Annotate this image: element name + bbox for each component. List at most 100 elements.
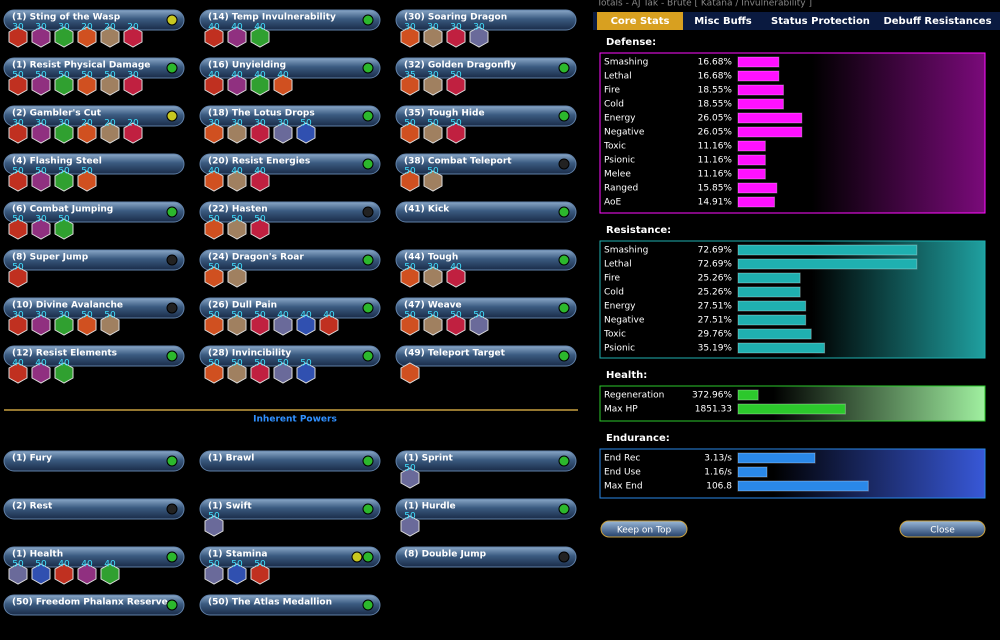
power-slot[interactable] bbox=[3, 9, 185, 31]
power-name: (1) Brawl bbox=[208, 454, 254, 464]
power-slot[interactable] bbox=[199, 498, 381, 520]
tab[interactable]: Status Protection bbox=[771, 16, 870, 27]
stat-label: Max End bbox=[604, 482, 643, 492]
power-slot[interactable] bbox=[199, 450, 381, 472]
power-slot[interactable] bbox=[395, 153, 577, 175]
power-slot[interactable] bbox=[395, 498, 577, 520]
power-slot[interactable] bbox=[199, 594, 381, 616]
power-name: (20) Resist Energies bbox=[208, 157, 310, 167]
power-slot[interactable] bbox=[199, 9, 381, 31]
power-slot[interactable] bbox=[3, 594, 185, 616]
stat-value: 27.51% bbox=[698, 302, 733, 312]
power-slot[interactable] bbox=[3, 105, 185, 127]
power-slot[interactable] bbox=[199, 153, 381, 175]
power-slot[interactable] bbox=[199, 345, 381, 367]
power-slot[interactable] bbox=[3, 450, 185, 472]
enhancement-icon bbox=[8, 362, 28, 384]
button[interactable] bbox=[600, 520, 688, 538]
enhancement-icon bbox=[204, 266, 224, 288]
enhancement-icon bbox=[204, 26, 224, 48]
enhancement-level: 50 bbox=[231, 215, 243, 225]
power-slot[interactable] bbox=[199, 249, 381, 271]
stat-label: Smashing bbox=[604, 246, 648, 256]
power-slot[interactable] bbox=[395, 297, 577, 319]
power-slot[interactable] bbox=[3, 249, 185, 271]
enhancement-icon bbox=[100, 74, 120, 96]
tab[interactable]: Core Stats bbox=[611, 16, 670, 27]
enhancement-icon bbox=[446, 26, 466, 48]
button-label[interactable]: Keep on Top bbox=[617, 526, 672, 536]
stat-bar bbox=[737, 182, 778, 194]
power-slot[interactable] bbox=[199, 297, 381, 319]
enhancement-icon bbox=[204, 362, 224, 384]
status-dot bbox=[362, 599, 374, 611]
enhancement-level: 30 bbox=[254, 119, 266, 129]
stat-label: Regeneration bbox=[604, 391, 664, 401]
power-name: (50) Freedom Phalanx Reserve bbox=[12, 598, 168, 608]
power-slot[interactable] bbox=[3, 153, 185, 175]
enhancement-level: 40 bbox=[300, 311, 312, 321]
power-name: (14) Temp Invulnerability bbox=[208, 13, 336, 23]
stat-value: 72.69% bbox=[698, 246, 733, 256]
enhancement-level: 50 bbox=[231, 560, 243, 570]
stat-value: 18.55% bbox=[698, 86, 733, 96]
enhancement-level: 30 bbox=[12, 119, 24, 129]
enhancement-icon bbox=[227, 266, 247, 288]
enhancement-icon bbox=[31, 74, 51, 96]
stat-label: Energy bbox=[604, 114, 636, 124]
enhancement-icon bbox=[423, 122, 443, 144]
power-name: (41) Kick bbox=[404, 205, 450, 215]
stat-value: 18.55% bbox=[698, 100, 733, 110]
enhancement-icon bbox=[319, 314, 339, 336]
tab[interactable]: Debuff Resistances bbox=[883, 16, 991, 27]
power-slot[interactable] bbox=[3, 201, 185, 223]
power-slot[interactable] bbox=[3, 57, 185, 79]
power-name: (24) Dragon's Roar bbox=[208, 253, 304, 263]
power-name: (44) Tough bbox=[404, 253, 458, 263]
power-slot[interactable] bbox=[3, 498, 185, 520]
power-slot[interactable] bbox=[199, 57, 381, 79]
enhancement-icon bbox=[227, 218, 247, 240]
enhancement-level: 40 bbox=[323, 311, 335, 321]
power-slot[interactable] bbox=[3, 297, 185, 319]
power-slot[interactable] bbox=[3, 546, 185, 568]
enhancement-icon bbox=[446, 314, 466, 336]
power-slot[interactable] bbox=[199, 546, 381, 568]
enhancement-level: 20 bbox=[127, 23, 139, 33]
power-name: (10) Divine Avalanche bbox=[12, 301, 123, 311]
enhancement-icon bbox=[8, 170, 28, 192]
stat-label: Smashing bbox=[604, 58, 648, 68]
stat-label: Energy bbox=[604, 302, 636, 312]
status-dot bbox=[558, 110, 570, 122]
status-dot bbox=[166, 14, 178, 26]
enhancement-level: 50 bbox=[300, 359, 312, 369]
button[interactable] bbox=[899, 520, 986, 538]
stat-value: 29.76% bbox=[698, 330, 733, 340]
stat-bar bbox=[737, 244, 918, 256]
enhancement-level: 30 bbox=[35, 215, 47, 225]
button-label[interactable]: Close bbox=[930, 526, 955, 536]
enhancement-level: 30 bbox=[127, 71, 139, 81]
enhancement-level: 50 bbox=[473, 311, 485, 321]
enhancement-icon bbox=[250, 314, 270, 336]
power-name: (6) Combat Jumping bbox=[12, 205, 113, 215]
tab-active bbox=[597, 12, 683, 30]
power-slot[interactable] bbox=[199, 105, 381, 127]
status-dot bbox=[166, 455, 178, 467]
power-slot[interactable] bbox=[199, 201, 381, 223]
tab[interactable]: Misc Buffs bbox=[694, 16, 752, 27]
power-slot[interactable] bbox=[395, 57, 577, 79]
power-name: (18) The Lotus Drops bbox=[208, 109, 315, 119]
power-slot[interactable] bbox=[395, 450, 577, 472]
power-slot[interactable] bbox=[395, 9, 577, 31]
enhancement-level: 50 bbox=[12, 71, 24, 81]
power-slot[interactable] bbox=[395, 105, 577, 127]
power-slot[interactable] bbox=[395, 249, 577, 271]
enhancement-icon bbox=[54, 362, 74, 384]
status-dot bbox=[362, 455, 374, 467]
power-slot[interactable] bbox=[395, 201, 577, 223]
power-slot[interactable] bbox=[395, 546, 577, 568]
power-slot[interactable] bbox=[3, 345, 185, 367]
power-slot[interactable] bbox=[395, 345, 577, 367]
